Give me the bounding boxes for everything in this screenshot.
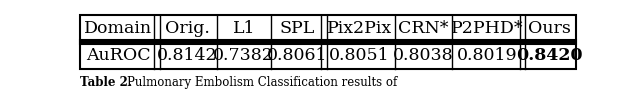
Text: SPL: SPL [280,20,315,37]
Text: 0.8038: 0.8038 [393,47,454,64]
Text: 0.8061: 0.8061 [267,47,328,64]
Text: 0.8142: 0.8142 [157,47,218,64]
Text: 0.8019: 0.8019 [457,47,518,64]
Text: AuROC: AuROC [86,47,151,64]
Text: CRN*: CRN* [398,20,449,37]
Text: L1: L1 [232,20,255,37]
Text: 0.8051: 0.8051 [329,47,390,64]
FancyBboxPatch shape [80,42,576,69]
Text: Ours: Ours [528,20,571,37]
Text: Table 2.: Table 2. [80,76,132,89]
Text: Orig.: Orig. [164,20,209,37]
Text: 0.8420: 0.8420 [516,47,582,64]
Text: 0.7382: 0.7382 [213,47,275,64]
Text: Domain: Domain [84,20,152,37]
Text: P2PHD*: P2PHD* [451,20,524,37]
Text: Pulmonary Embolism Classification results of: Pulmonary Embolism Classification result… [127,76,397,89]
Text: Pix2Pix: Pix2Pix [327,20,392,37]
FancyBboxPatch shape [80,15,576,42]
